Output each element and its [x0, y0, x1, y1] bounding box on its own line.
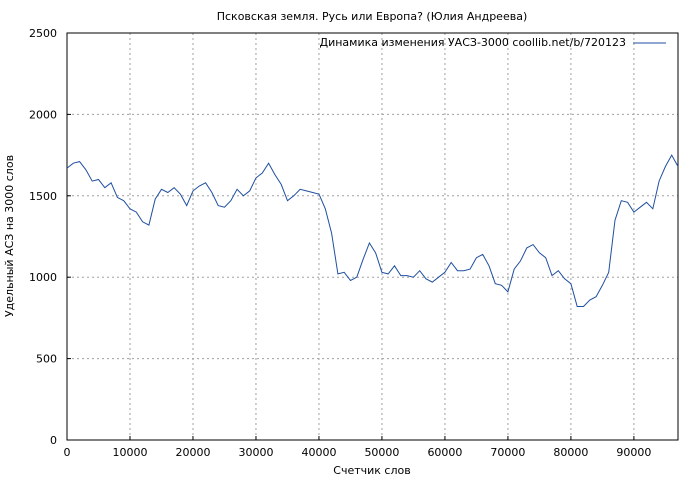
plot-frame: [66, 32, 679, 441]
x-tick-label: 20000: [175, 446, 210, 459]
legend-label: Динамика изменения УАСЗ-3000 coollib.net…: [320, 36, 627, 49]
x-tick-label: 90000: [616, 446, 651, 459]
x-tick-label: 50000: [364, 446, 399, 459]
x-axis-label: Счетчик слов: [333, 464, 410, 477]
y-tick-label: 0: [50, 434, 57, 447]
x-tick-label: 0: [64, 446, 71, 459]
gridlines: [67, 33, 678, 440]
y-tick-label: 1500: [29, 190, 57, 203]
y-tick-label: 1000: [29, 271, 57, 284]
y-axis: 0 500 1000 1500 2000 2500: [29, 27, 71, 447]
series-line: [66, 154, 679, 307]
x-tick-label: 80000: [553, 446, 588, 459]
x-tick-label: 40000: [301, 446, 336, 459]
x-tick-label: 30000: [238, 446, 273, 459]
y-tick-label: 500: [36, 353, 57, 366]
x-axis: 0 10000 20000 30000 40000 50000 60000 70000 8000…: [64, 436, 651, 459]
y-tick-label: 2500: [29, 27, 57, 40]
series-layer: [66, 154, 679, 307]
x-tick-label: 10000: [112, 446, 147, 459]
x-tick-label: 60000: [427, 446, 462, 459]
x-tick-label: 70000: [490, 446, 525, 459]
chart-title: Псковская земля. Русь или Европа? (Юлия …: [217, 10, 528, 23]
legend: Динамика изменения УАСЗ-3000 coollib.net…: [320, 36, 666, 49]
y-axis-label: Удельный АСЗ на 3000 слов: [3, 155, 16, 317]
y-tick-label: 2000: [29, 108, 57, 121]
